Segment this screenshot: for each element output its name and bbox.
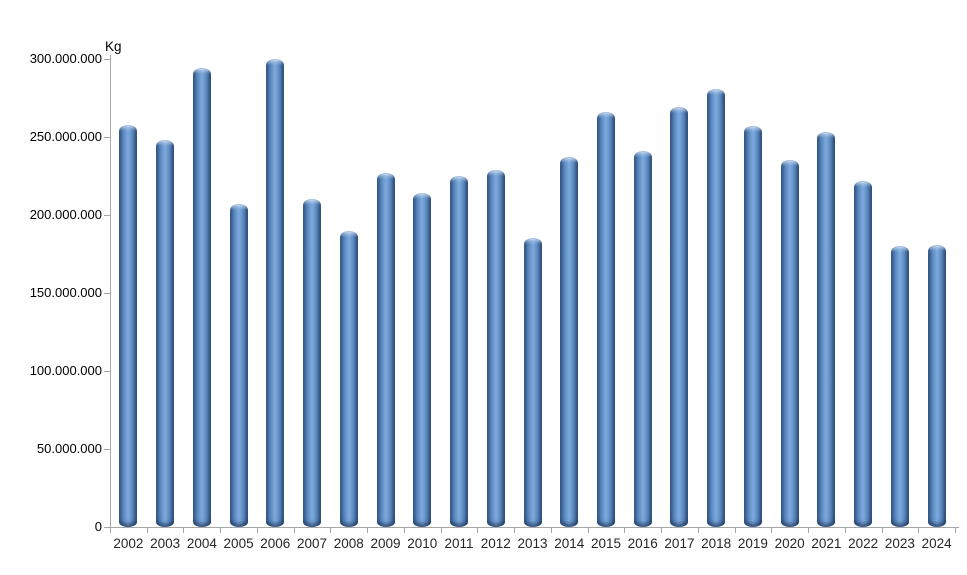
bar-2016 (633, 151, 652, 527)
x-tick-label: 2003 (150, 536, 181, 551)
bar-2015 (596, 112, 615, 527)
y-axis-line (110, 55, 111, 528)
bar-2005 (229, 204, 248, 527)
x-axis-tick (477, 528, 479, 533)
x-axis-tick (403, 528, 405, 533)
y-tick-label: 150.000.000 (29, 285, 102, 300)
x-tick-label: 2012 (480, 536, 511, 551)
y-tick-label: 50.000.000 (36, 441, 102, 456)
y-axis-tick (104, 293, 110, 294)
x-tick-label: 2005 (223, 536, 254, 551)
x-axis-tick (734, 528, 736, 533)
y-axis-tick (104, 215, 110, 216)
x-tick-label: 2020 (774, 536, 805, 551)
x-tick-label: 2015 (590, 536, 621, 551)
x-tick-label: 2011 (444, 536, 474, 551)
x-tick-label: 2007 (297, 536, 328, 551)
bar-2010 (413, 193, 432, 527)
x-axis-tick (550, 528, 552, 533)
bar-2018 (707, 89, 726, 527)
x-axis-tick (661, 528, 663, 533)
x-axis-tick (624, 528, 626, 533)
y-tick-label: 0 (94, 519, 102, 534)
bar-2024 (927, 245, 946, 527)
x-axis-tick (808, 528, 810, 533)
y-axis-tick (104, 137, 110, 138)
x-tick-label: 2016 (627, 536, 658, 551)
x-axis-tick (293, 528, 295, 533)
bar-2006 (266, 59, 285, 527)
x-axis-tick (844, 528, 846, 533)
x-tick-label: 2014 (554, 536, 585, 551)
x-axis-tick (881, 528, 883, 533)
bar-2022 (854, 181, 873, 527)
x-axis-tick (440, 528, 442, 533)
x-tick-label: 2022 (848, 536, 879, 551)
x-axis-tick (587, 528, 589, 533)
bar-2007 (303, 199, 322, 527)
x-axis-tick (514, 528, 516, 533)
bar-2002 (119, 125, 138, 527)
bar-2013 (523, 238, 542, 527)
x-tick-label: 2004 (186, 536, 217, 551)
x-tick-label: 2017 (664, 536, 695, 551)
bar-2004 (192, 68, 211, 527)
x-axis-tick (918, 528, 920, 533)
y-tick-label: 300.000.000 (29, 51, 102, 66)
x-tick-label: 2008 (333, 536, 364, 551)
bar-2019 (743, 126, 762, 527)
y-axis-tick (104, 449, 110, 450)
x-tick-label: 2010 (407, 536, 438, 551)
bar-2020 (780, 160, 799, 527)
y-tick-label: 200.000.000 (29, 207, 102, 222)
bar-2009 (376, 173, 395, 527)
y-tick-label: 250.000.000 (29, 129, 102, 144)
x-tick-label: 2019 (737, 536, 768, 551)
y-axis-tick (104, 59, 110, 60)
bar-2023 (890, 246, 909, 527)
x-axis-tick (367, 528, 369, 533)
x-axis-line (110, 527, 959, 528)
x-tick-label: 2002 (113, 536, 144, 551)
x-axis-tick (771, 528, 773, 533)
y-axis-unit-label: Kg (105, 39, 122, 54)
x-axis-tick (110, 528, 111, 533)
x-axis-tick (183, 528, 185, 533)
x-tick-label: 2006 (260, 536, 291, 551)
x-axis-tick (330, 528, 332, 533)
x-axis-tick (955, 528, 956, 533)
x-tick-label: 2024 (921, 536, 952, 551)
x-tick-label: 2013 (517, 536, 548, 551)
x-tick-label: 2009 (370, 536, 401, 551)
bar-2012 (486, 170, 505, 527)
x-axis-tick (220, 528, 222, 533)
x-axis-tick (146, 528, 148, 533)
bar-2021 (817, 132, 836, 527)
x-tick-label: 2018 (701, 536, 732, 551)
x-tick-label: 2023 (884, 536, 915, 551)
y-axis-tick (104, 527, 110, 528)
x-axis-tick (256, 528, 258, 533)
x-axis-tick (697, 528, 699, 533)
bar-2011 (450, 176, 469, 527)
bar-2017 (670, 107, 689, 527)
bar-2008 (339, 231, 358, 527)
y-axis-tick (104, 371, 110, 372)
y-tick-label: 100.000.000 (29, 363, 102, 378)
x-tick-label: 2021 (811, 536, 842, 551)
bar-2014 (560, 157, 579, 527)
bar-2003 (156, 140, 175, 527)
